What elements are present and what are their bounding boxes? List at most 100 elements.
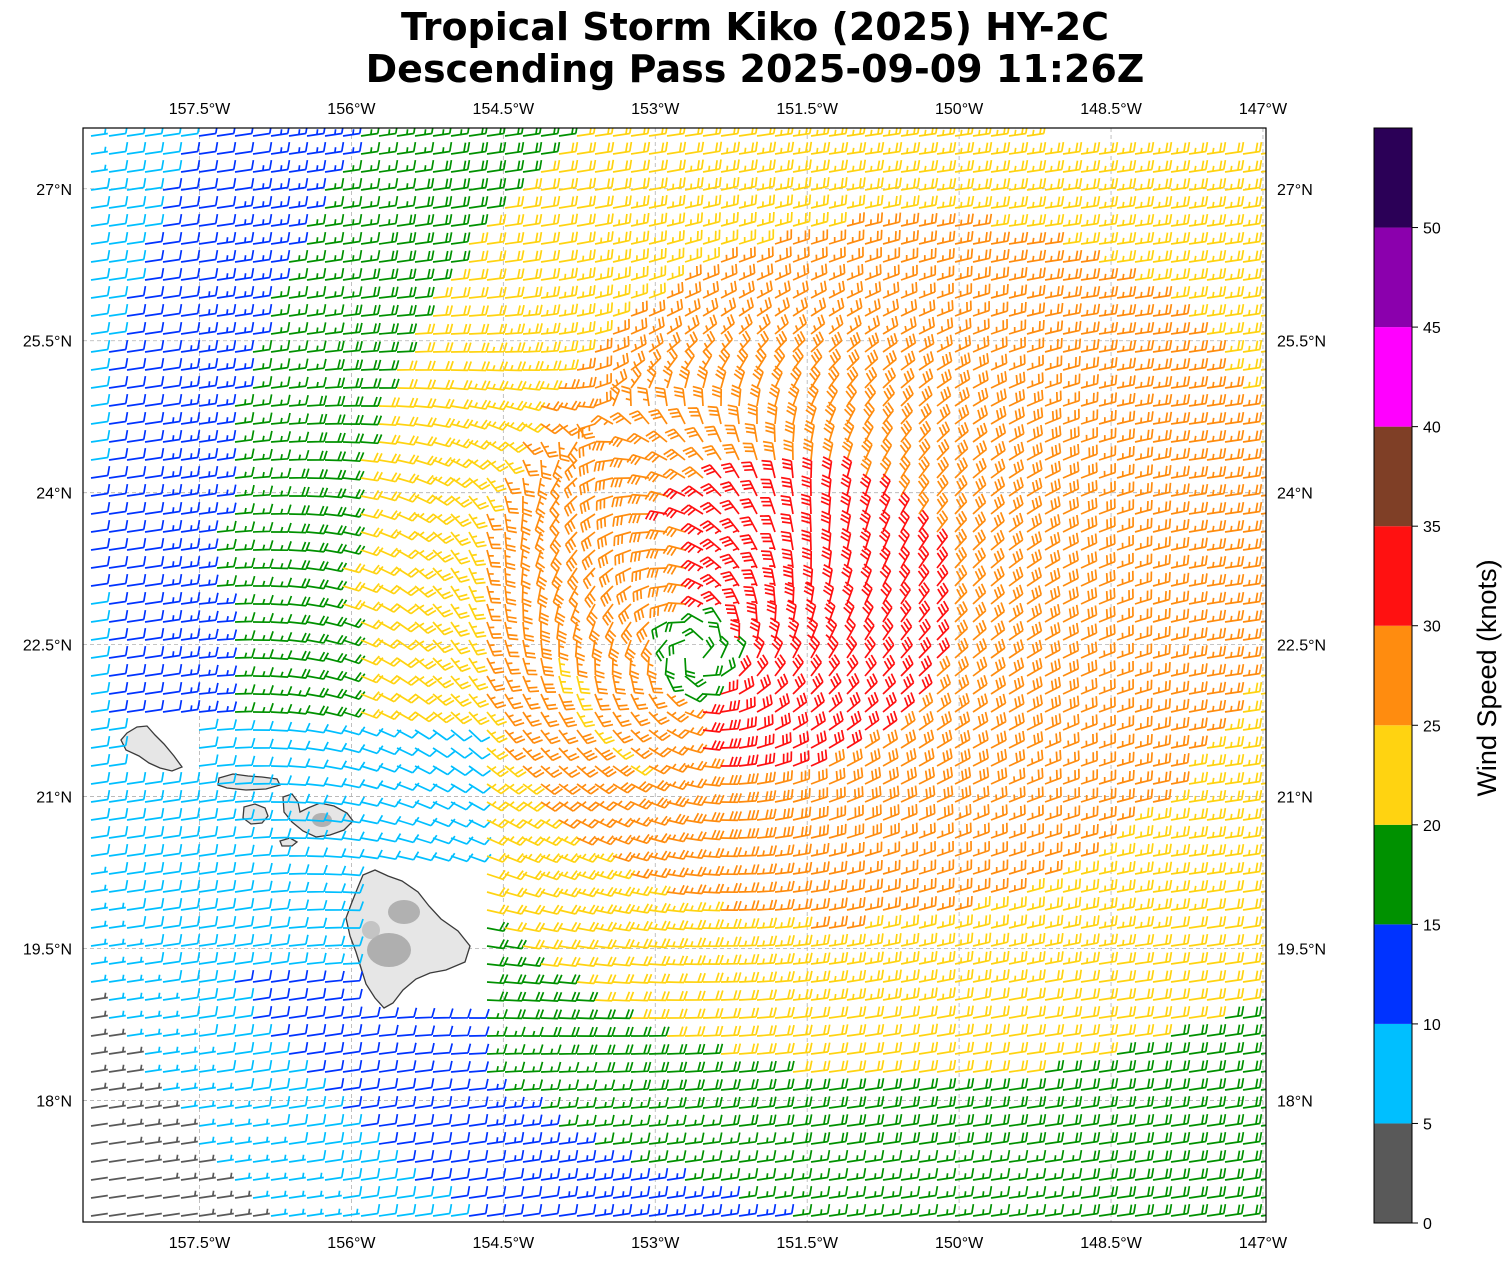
wind-barb [810,654,823,677]
colorbar-segments [1374,128,1412,1223]
wind-barb [1134,195,1155,209]
wind-barb [162,159,183,173]
wind-barb [144,771,165,785]
wind-barb [864,1167,885,1181]
wind-barb [719,535,740,552]
wind-barb [342,322,363,335]
wind-barb [1080,1131,1101,1145]
wind-barb [576,285,596,299]
wind-barb [1152,879,1173,893]
wind-barb [288,1095,309,1109]
wind-barb [1206,681,1227,695]
wind-barb [972,1185,993,1199]
wind-barb [126,789,147,803]
wind-barb [450,495,473,508]
wind-barb [486,800,510,812]
wind-barb [936,317,954,335]
wind-barb [90,339,111,353]
wind-barb [899,455,911,479]
wind-barb [1224,375,1245,389]
wind-barb [468,439,492,450]
wind-barb [954,767,972,785]
wind-barb [972,748,989,767]
wind-barb [342,489,365,500]
wind-barb [792,1060,813,1073]
wind-barb [198,879,219,893]
wind-barb [972,785,990,803]
wind-barb [162,357,183,371]
wind-barb [468,513,488,530]
wind-barb [630,265,649,281]
wind-barb [1098,696,1116,713]
wind-barb [630,920,653,932]
wind-barb [288,249,309,263]
wind-barb [609,457,632,469]
wind-barb [126,128,146,137]
wind-barb [144,249,165,263]
wind-barb [270,177,291,191]
wind-barb [738,1185,759,1199]
wind-barb [252,667,274,678]
wind-barb [1098,445,1117,461]
wind-barb [1170,572,1190,587]
wind-barb [1170,626,1190,641]
wind-barb [1044,1023,1065,1037]
colorbar-tick-label: 5 [1423,1116,1432,1133]
wind-barb [1116,1149,1137,1163]
wind-barb [954,987,974,1001]
wind-barb [180,483,201,497]
wind-barb [180,1212,198,1217]
wind-barb [954,1005,974,1019]
wind-barb [664,657,675,680]
wind-barb [1044,786,1062,803]
wind-barb [324,1113,345,1127]
wind-barb [768,383,781,407]
wind-barb [760,550,776,569]
wind-barb [198,520,219,533]
wind-barb [882,1113,903,1127]
wind-barb [612,248,632,263]
wind-barb [1170,501,1190,515]
wind-barb [1026,1005,1047,1019]
wind-barb [608,435,632,448]
wind-barb [216,611,238,623]
wind-barb [234,466,255,479]
wind-barb [270,613,293,624]
wind-barb [180,303,201,317]
wind-barb [1044,969,1064,983]
wind-barb [180,1136,198,1145]
wind-barb [864,212,884,227]
wind-barb [1026,128,1046,137]
wind-barb [144,609,165,623]
wind-barb [936,674,952,695]
wind-barb [1080,231,1101,245]
wind-barb [540,675,557,693]
wind-barb [1134,375,1155,389]
wind-barb [486,1026,508,1037]
wind-barb [720,1061,742,1073]
wind-barb [360,1203,381,1217]
wind-barb [954,950,974,965]
wind-barb [540,1132,561,1145]
wind-barb [1098,1113,1119,1127]
wind-barb [216,393,237,407]
wind-barb [234,521,256,533]
wind-barb [270,559,292,570]
wind-barb [450,765,474,777]
wind-barb [234,249,255,263]
wind-barb [342,971,364,983]
wind-barb [651,621,668,640]
wind-barb [252,880,273,893]
wind-barb [180,375,201,389]
wind-barb [450,286,471,299]
wind-barb [1224,285,1245,299]
wind-barb [288,195,309,209]
wind-barb [612,781,636,794]
wind-barb [450,783,474,794]
wind-barb [1098,534,1116,551]
wind-barb [972,896,991,911]
wind-barb [841,563,853,587]
wind-barb [288,969,309,983]
wind-barb [324,795,347,806]
wind-barb [612,1185,633,1199]
